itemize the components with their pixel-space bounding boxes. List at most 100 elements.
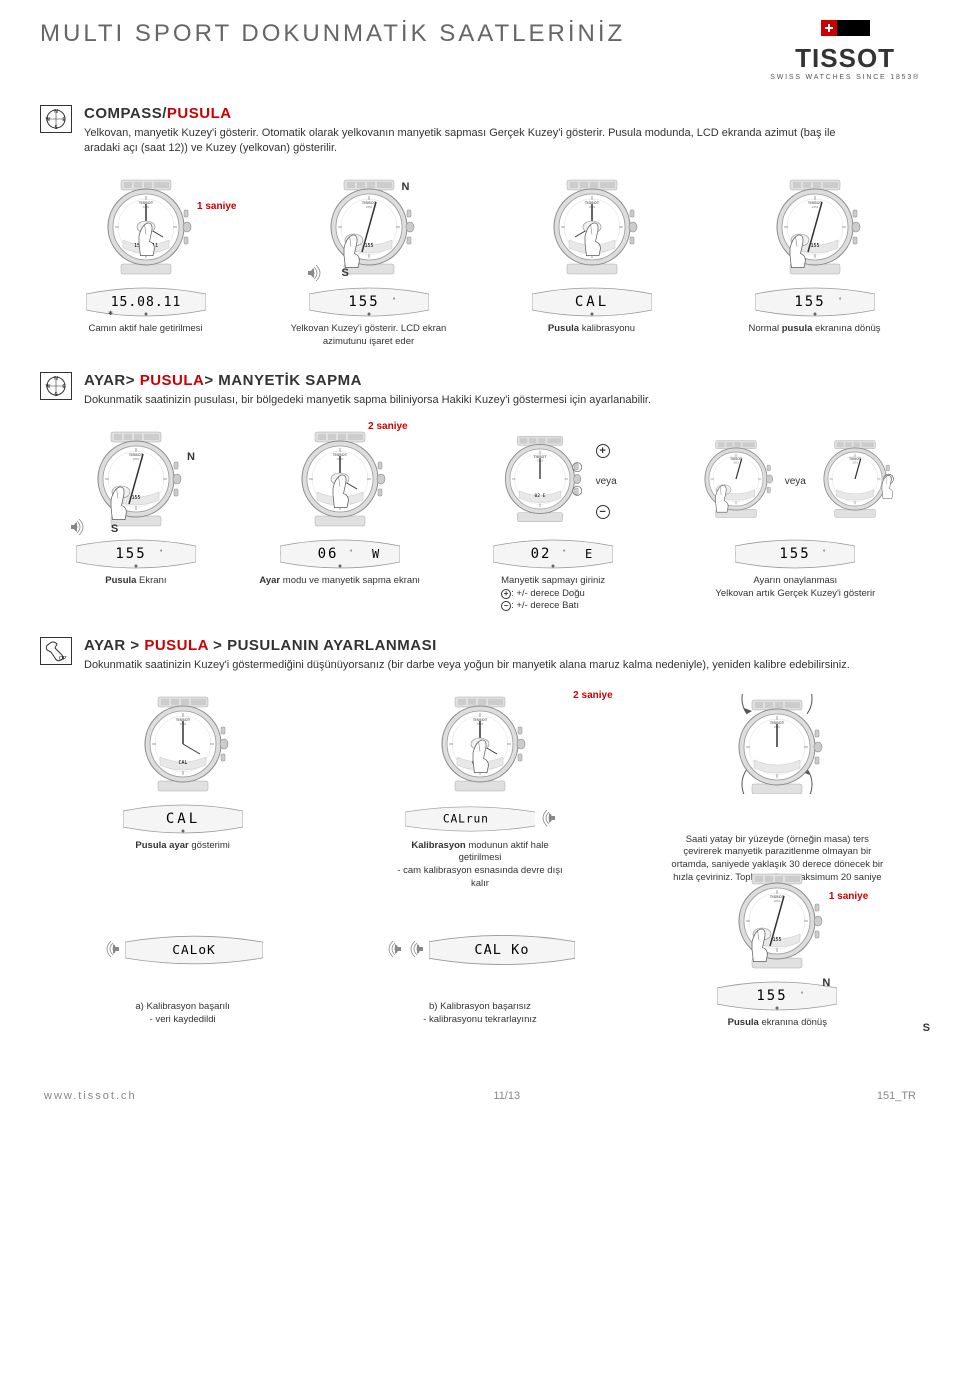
svg-text:CAL Ko: CAL Ko xyxy=(474,942,529,958)
footer-url: www.tissot.ch xyxy=(44,1090,137,1102)
svg-text:155: 155 xyxy=(115,546,146,562)
svg-text:155: 155 xyxy=(131,495,140,501)
watch-illustration: 155 N S xyxy=(314,177,424,277)
svg-text:155: 155 xyxy=(364,243,373,249)
step-caption: Kalibrasyon modunun aktif hale getirilme… xyxy=(390,840,570,891)
lcd-display: 155 ° xyxy=(755,287,875,317)
svg-text:155: 155 xyxy=(757,988,788,1004)
footer-page: 11/13 xyxy=(493,1090,520,1102)
step-caption: Normal pusula ekranına dönüş xyxy=(748,323,880,336)
step-col: CAL Ko b) Kalibrasyon başarısız - kalibr… xyxy=(337,931,622,1030)
watch-illustration: 15.08.11 1 saniye xyxy=(91,177,201,277)
section-declination: AYAR> PUSULA> MANYETİK SAPMA Dokunmatik … xyxy=(40,372,920,613)
step-caption: Manyetik sapmayı giriniz +: +/- derece D… xyxy=(501,575,605,613)
page-footer: www.tissot.ch 11/13 151_TR xyxy=(40,1090,920,1102)
watch-illustration: CAL xyxy=(537,177,647,277)
step-col: 155 1 saniye N 155 ° S Pusula ekranına d… xyxy=(635,931,920,1030)
one-second-label: 1 saniye xyxy=(829,891,868,902)
lcd-display: CALrun xyxy=(405,804,555,834)
or-label: veya xyxy=(785,476,806,487)
minus-icon: − xyxy=(596,505,610,519)
step-caption: a) Kalibrasyon başarılı - veri kaydedild… xyxy=(135,1001,230,1027)
or-label: veya xyxy=(596,476,617,487)
compass-icon xyxy=(40,372,72,400)
watch-illustration: 155 xyxy=(760,177,870,277)
lcd-display: 155 ° xyxy=(309,287,429,317)
svg-text:❄: ❄ xyxy=(108,310,113,317)
svg-text:CALrun: CALrun xyxy=(443,812,489,825)
plus-icon: + xyxy=(596,444,610,458)
section-compass: COMPASS/PUSULA Yelkovan, manyetik Kuzey'… xyxy=(40,105,920,348)
svg-text:02: 02 xyxy=(531,546,552,562)
section-body: Dokunmatik saatinizin pusulası, bir bölg… xyxy=(84,393,864,408)
lcd-display: 155 ° xyxy=(76,539,196,569)
step-caption: b) Kalibrasyon başarısız - kalibrasyonu … xyxy=(423,1001,537,1027)
watch-illustration: CAL xyxy=(128,694,238,794)
svg-text:CAL: CAL xyxy=(574,294,608,310)
svg-text:155: 155 xyxy=(780,546,811,562)
step-caption: Yelkovan Kuzey'i gösterir. LCD ekran azi… xyxy=(279,323,459,349)
wrench-icon xyxy=(40,637,72,665)
section-title: COMPASS/PUSULA xyxy=(84,105,920,122)
step-caption: Camın aktif hale getirilmesi xyxy=(88,323,202,336)
section-body: Yelkovan, manyetik Kuzey'i gösterir. Oto… xyxy=(84,126,864,157)
brand-logo: TISSOT SWISS WATCHES SINCE 1853® xyxy=(770,20,920,81)
step-caption: Pusula ayar gösterimi xyxy=(135,840,230,853)
svg-text:CAL: CAL xyxy=(166,811,200,827)
step-caption: Pusula kalibrasyonu xyxy=(548,323,635,336)
lcd-display: CAL xyxy=(532,287,652,317)
step-col: CALoK a) Kalibrasyon başarılı - veri kay… xyxy=(40,931,325,1030)
svg-text:06: 06 xyxy=(317,546,338,562)
section-title: AYAR > PUSULA > PUSULANIN AYARLANMASI xyxy=(84,637,920,654)
step-col: 15.08.11 1 saniye 15.08.11 ❄ Camın aktif… xyxy=(40,177,251,349)
lcd-display: 06 ° W xyxy=(280,539,400,569)
watch-illustration xyxy=(691,429,781,529)
step-col: 155 N S 155 ° Yelkovan Kuzey'i gösteri xyxy=(263,177,474,349)
section-calibration: AYAR > PUSULA > PUSULANIN AYARLANMASI Do… xyxy=(40,637,920,891)
svg-text:155: 155 xyxy=(810,243,819,249)
lcd-display: CAL xyxy=(123,804,243,834)
step-col: 02 E + veya − 02 ° E xyxy=(448,429,659,613)
lcd-display: CALoK xyxy=(103,935,263,965)
brand-tagline: SWISS WATCHES SINCE 1853® xyxy=(770,74,920,81)
step-caption: Ayarın onaylanması Yelkovan artık Gerçek… xyxy=(715,575,875,601)
step-caption: Pusula ekranına dönüş xyxy=(728,1017,827,1030)
step-col: 155 155 ° Normal pusula ekranına dönüş xyxy=(709,177,920,349)
section-body: Dokunmatik saatinizin Kuzey'i göstermedi… xyxy=(84,658,864,673)
step-col: veya 155 ° xyxy=(671,429,920,613)
page-title: MULTI SPORT DOKUNMATİK SAATLERİNİZ xyxy=(40,20,625,48)
lcd-display: 155 ° xyxy=(735,539,855,569)
svg-text:02 E: 02 E xyxy=(534,493,545,499)
brand-name: TISSOT xyxy=(770,43,920,74)
section-result: CALoK a) Kalibrasyon başarılı - veri kay… xyxy=(40,931,920,1030)
watch-illustration: 155 N S xyxy=(81,429,191,529)
svg-text:15.08.11: 15.08.11 xyxy=(110,295,181,310)
watch-illustration: CALrun xyxy=(425,694,535,794)
step-col: 2 saniye 06 W 06 ° W xyxy=(244,429,436,613)
step-caption: Pusula Ekranı xyxy=(105,575,166,588)
svg-text:CALoK: CALoK xyxy=(172,943,215,958)
lcd-display: 02 ° E xyxy=(493,539,613,569)
watch-illustration: 06 W xyxy=(285,429,395,529)
step-col: 155 N S 155 ° Pusula Ekranı xyxy=(40,429,232,613)
section-title: AYAR> PUSULA> MANYETİK SAPMA xyxy=(84,372,920,389)
step-col: 2 saniye CALrun CALrun xyxy=(337,694,622,891)
step-col: Saati yatay bir yüzeyde (örneğin masa) t… xyxy=(635,694,920,891)
watch-illustration: 02 E xyxy=(490,429,590,529)
watch-illustration xyxy=(722,694,832,794)
step-col: CAL CAL Pusula kalibrasyonu xyxy=(486,177,697,349)
footer-code: 151_TR xyxy=(877,1090,916,1102)
lcd-display: 155 ° S xyxy=(717,981,837,1011)
svg-text:155: 155 xyxy=(348,294,379,310)
one-second-label: 1 saniye xyxy=(197,201,236,212)
two-second-label: 2 saniye xyxy=(573,690,612,701)
svg-text:CAL: CAL xyxy=(178,760,187,766)
svg-text:W: W xyxy=(372,547,380,561)
svg-text:E: E xyxy=(585,547,592,561)
step-caption: Ayar modu ve manyetik sapma ekranı xyxy=(259,575,420,588)
step-col: CAL CAL Pusula ayar gösterimi xyxy=(40,694,325,891)
lcd-display: 15.08.11 ❄ xyxy=(86,287,206,317)
watch-illustration xyxy=(810,429,900,529)
compass-icon xyxy=(40,105,72,133)
lcd-display: CAL Ko xyxy=(385,935,575,965)
